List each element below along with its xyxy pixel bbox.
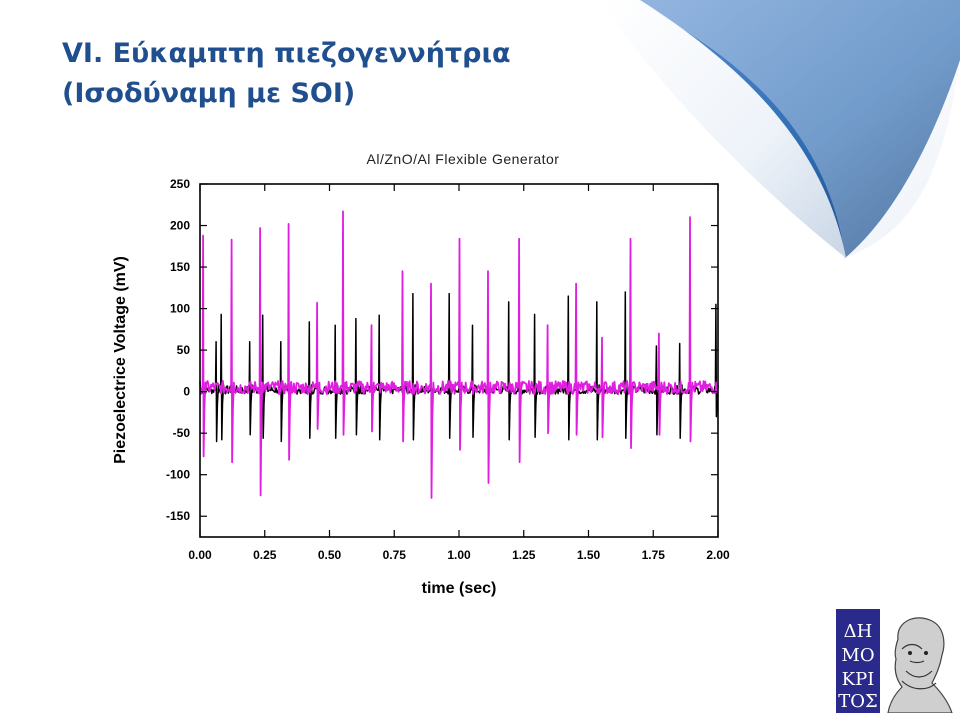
y-tick-label: -100	[166, 468, 190, 482]
x-tick-label: 2.00	[706, 548, 730, 562]
chart-title: Al/ZnO/Al Flexible Generator	[367, 151, 560, 167]
slide-title: VI. Εύκαμπτη πιεζογεννήτρια (Ισοδύναμη μ…	[62, 34, 511, 114]
y-tick-label: 50	[177, 343, 191, 357]
x-tick-label: 1.25	[512, 548, 536, 562]
x-tick-label: 0.00	[188, 548, 212, 562]
x-tick-label: 0.25	[253, 548, 277, 562]
y-tick-label: 100	[170, 302, 190, 316]
x-axis: 0.00 0.25 0.50 0.75 1.00 1.25 1.50 1.75 2.00	[188, 184, 730, 562]
y-tick-label: 0	[183, 385, 190, 399]
svg-text:ΚΡΙ: ΚΡΙ	[842, 669, 875, 690]
slide-title-line1: VI. Εύκαμπτη πιεζογεννήτρια	[62, 38, 511, 69]
y-tick-label: 150	[170, 260, 190, 274]
plot-series-group	[199, 210, 719, 499]
series-line-magenta	[199, 210, 719, 499]
slide-title-line2: (Ισοδύναμη με SOI)	[62, 78, 356, 109]
y-tick-label: -150	[166, 509, 190, 523]
x-tick-label: 1.75	[642, 548, 666, 562]
x-tick-label: 0.75	[383, 548, 407, 562]
x-tick-label: 1.50	[577, 548, 601, 562]
y-axis: 250 200 150 100 50 0 -50 -100 -150	[166, 177, 718, 523]
y-tick-label: -50	[173, 426, 191, 440]
y-axis-title: Piezoelectrice Voltage (mV)	[112, 256, 129, 464]
svg-text:ΔΗ: ΔΗ	[844, 621, 873, 642]
y-tick-label: 250	[170, 177, 190, 191]
y-tick-label: 200	[170, 219, 190, 233]
x-tick-label: 0.50	[318, 548, 342, 562]
page-curl-decoration	[600, 0, 960, 258]
svg-text:ΜΟ: ΜΟ	[841, 645, 874, 666]
demokritos-logo: ΔΗ ΜΟ ΚΡΙ ΤΟΣ	[836, 609, 954, 713]
svg-text:ΤΟΣ: ΤΟΣ	[838, 691, 878, 712]
x-tick-label: 1.00	[447, 548, 471, 562]
x-axis-title: time (sec)	[422, 580, 497, 597]
